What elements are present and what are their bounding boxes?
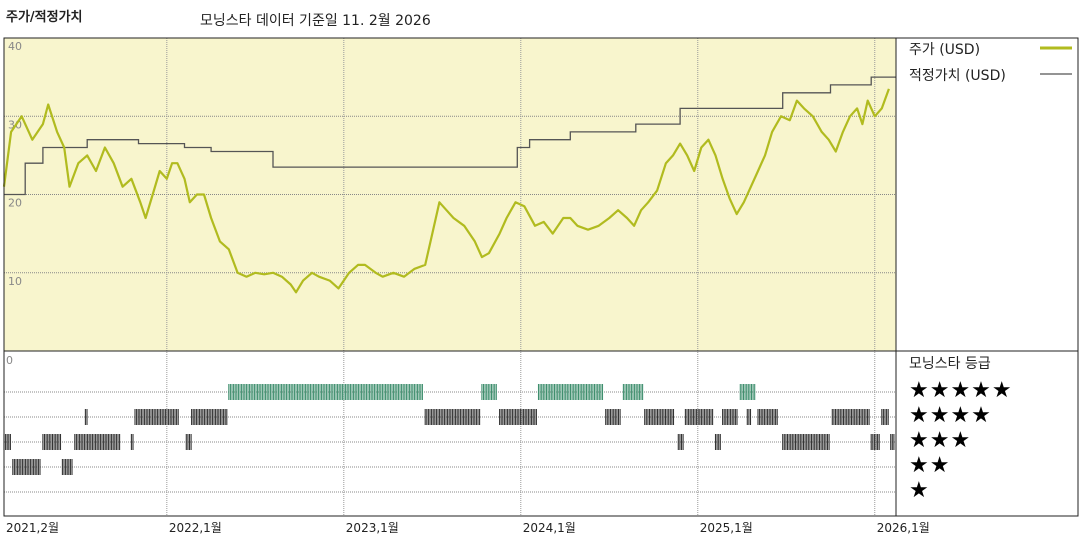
rating-bar-4star-12 bbox=[684, 409, 714, 425]
rating-bar-4star-8 bbox=[424, 409, 481, 425]
rating-bar-5star-3 bbox=[622, 384, 644, 400]
y-tick-label-40: 40 bbox=[8, 40, 22, 53]
rating-5-stars-label: ★★★★★ bbox=[909, 378, 1013, 403]
rating-bar-3star-26 bbox=[870, 434, 880, 450]
rating-bar-3star-27 bbox=[890, 434, 895, 450]
rating-bar-3star-23 bbox=[677, 434, 684, 450]
fair-value-line bbox=[4, 76, 896, 196]
data-date-subtitle: 모닝스타 데이터 기준일 11. 2월 2026 bbox=[200, 13, 431, 29]
rating-3-stars-label: ★★★ bbox=[909, 428, 972, 453]
y-tick-label-10: 10 bbox=[8, 275, 22, 288]
rating-bar-3star-25 bbox=[782, 434, 830, 450]
rating-axis-label: 0 bbox=[6, 354, 13, 367]
rating-bar-4star-10 bbox=[605, 409, 621, 425]
x-tick-label-1: 2022,1월 bbox=[169, 521, 222, 535]
legend-fair-value-label: 적정가치 (USD) bbox=[909, 68, 1006, 84]
rating-legend-title: 모닝스타 등급 bbox=[909, 356, 991, 372]
legend-frame bbox=[895, 37, 1079, 517]
rating-bar-4star-7 bbox=[191, 409, 228, 425]
y-tick-label-20: 20 bbox=[8, 197, 22, 210]
x-tick-label-5: 2026,1월 bbox=[877, 521, 930, 535]
rating-1-star-label: ★ bbox=[909, 478, 930, 503]
rating-bar-5star-2 bbox=[537, 384, 604, 400]
rating-bar-3star-21 bbox=[130, 434, 134, 450]
rating-bar-2star-29 bbox=[61, 459, 73, 475]
rating-bar-3star-24 bbox=[714, 434, 721, 450]
rating-4-stars-label: ★★★★ bbox=[909, 403, 992, 428]
rating-bar-3star-20 bbox=[74, 434, 121, 450]
rating-bar-4star-6 bbox=[134, 409, 179, 425]
rating-bar-2star-28 bbox=[12, 459, 41, 475]
rating-bar-4star-11 bbox=[644, 409, 675, 425]
rating-bar-4star-15 bbox=[757, 409, 778, 425]
rating-2-stars-label: ★★ bbox=[909, 453, 951, 478]
x-tick-label-4: 2025,1월 bbox=[700, 521, 753, 535]
legend-price-label: 주가 (USD) bbox=[909, 42, 981, 58]
chart-title: 주가/적정가치 bbox=[6, 10, 83, 25]
rating-bar-4star-5 bbox=[84, 409, 88, 425]
rating-bar-4star-16 bbox=[831, 409, 870, 425]
rating-bar-3star-19 bbox=[42, 434, 62, 450]
x-tick-label-0: 2021,2월 bbox=[6, 521, 59, 535]
price-line bbox=[2, 88, 890, 294]
rating-bar-4star-14 bbox=[746, 409, 752, 425]
rating-panel-background bbox=[4, 351, 896, 516]
x-tick-label-2: 2023,1월 bbox=[346, 521, 399, 535]
rating-bar-4star-17 bbox=[881, 409, 889, 425]
rating-bar-3star-22 bbox=[185, 434, 192, 450]
rating-bar-4star-13 bbox=[722, 409, 738, 425]
rating-bar-5star-0 bbox=[228, 384, 423, 400]
x-tick-label-3: 2024,1월 bbox=[523, 521, 576, 535]
rating-bar-4star-9 bbox=[499, 409, 537, 425]
rating-bar-5star-4 bbox=[739, 384, 756, 400]
rating-bar-5star-1 bbox=[481, 384, 497, 400]
